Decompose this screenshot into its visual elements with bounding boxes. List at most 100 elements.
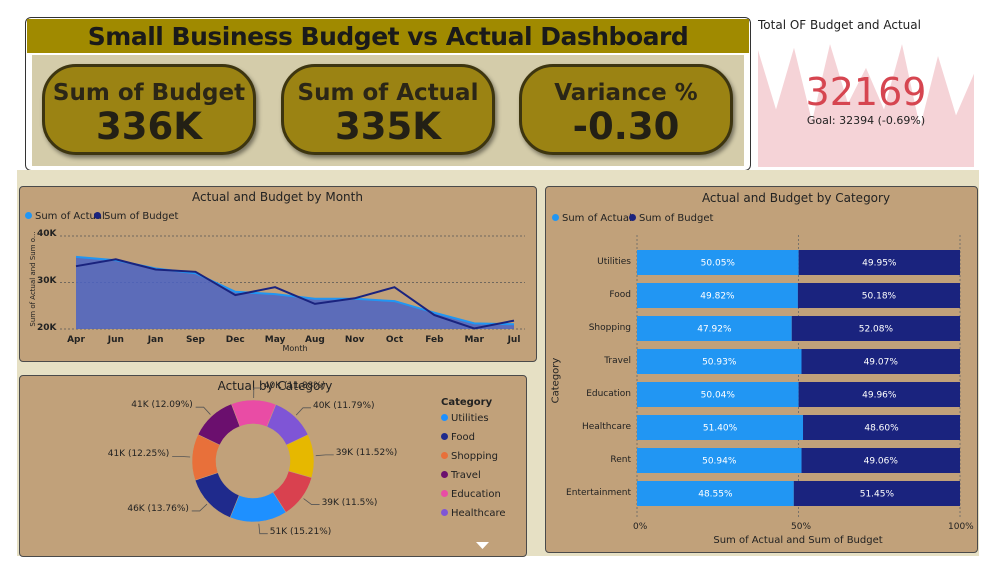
leader-line xyxy=(172,455,191,458)
donut-chart-panel[interactable]: Actual by Category 40K (11.79%) 39K (11.5… xyxy=(19,375,527,557)
x-tick-label: Nov xyxy=(345,335,365,345)
bar-budget xyxy=(803,415,960,440)
bar-actual xyxy=(637,415,804,440)
donut-slice xyxy=(231,399,277,428)
donut-data-label: 40K (11.79%) xyxy=(312,400,375,411)
x-tick-label: Jun xyxy=(107,335,124,345)
legend-dot-icon xyxy=(94,212,101,219)
donut-legend-utilities[interactable]: Utilities xyxy=(441,413,489,424)
legend-label: Sum of Actual xyxy=(35,211,105,222)
title-bar xyxy=(27,19,749,53)
legend-label: Sum of Actual xyxy=(562,213,632,224)
legend-dot-icon xyxy=(441,433,448,440)
month-legend-actual[interactable]: Sum of Actual xyxy=(25,211,105,222)
goal-card-value[interactable]: 32169 xyxy=(805,70,927,114)
bar-budget xyxy=(798,250,960,275)
bar-data-label: 52.08% xyxy=(859,325,894,335)
legend-dot-icon xyxy=(441,509,448,516)
category-tick-label: Entertainment xyxy=(566,488,631,498)
legend-dot-icon xyxy=(629,214,636,221)
leader-line xyxy=(191,503,208,512)
y-tick-label: 30K xyxy=(37,276,57,286)
bar-data-label: 47.92% xyxy=(697,325,732,335)
category-tick-label: Travel xyxy=(604,356,631,366)
bar-actual xyxy=(637,382,799,407)
bar-data-label: 51.40% xyxy=(703,424,738,434)
donut-legend-travel[interactable]: Travel xyxy=(441,470,481,481)
kpi-label: Sum of Budget xyxy=(52,80,246,106)
x-tick-label: 0% xyxy=(633,522,648,532)
series-budget-line xyxy=(75,258,515,330)
bar-data-label: 50.04% xyxy=(701,391,736,401)
category-tick-label: Healthcare xyxy=(581,422,631,432)
x-tick-label: Mar xyxy=(464,335,484,345)
kpi-card-actual[interactable]: Sum of Actual 335K xyxy=(281,64,495,155)
series-actual-area xyxy=(76,256,514,329)
donut-legend-food[interactable]: Food xyxy=(441,432,475,443)
leader-line xyxy=(253,387,262,399)
category-tick-label: Food xyxy=(609,290,631,300)
donut-data-label: 46K (13.76%) xyxy=(127,503,189,514)
category-tick-label: Shopping xyxy=(588,323,631,333)
leader-line xyxy=(295,407,311,416)
kpi-card-variance[interactable]: Variance % -0.30 xyxy=(519,64,733,155)
sparkline-area xyxy=(758,44,974,167)
legend-label: Healthcare xyxy=(451,508,506,519)
x-tick-label: 50% xyxy=(791,522,812,532)
month-chart-title: Actual and Budget by Month xyxy=(192,190,363,204)
category-tick-label: Rent xyxy=(610,455,631,465)
legend-label: Utilities xyxy=(451,413,489,424)
leader-line xyxy=(315,454,334,457)
donut-data-label: 40K (11.88%) xyxy=(263,381,326,391)
bar-data-label: 50.94% xyxy=(702,457,737,467)
kpi-card-budget[interactable]: Sum of Budget 336K xyxy=(42,64,256,155)
legend-label: Education xyxy=(451,489,501,500)
bar-budget xyxy=(791,316,960,341)
legend-dot-icon xyxy=(25,212,32,219)
leader-line xyxy=(303,498,320,505)
donut-legend-healthcare[interactable]: Healthcare xyxy=(441,508,506,519)
donut-data-label: 41K (12.09%) xyxy=(131,400,193,411)
category-legend-budget[interactable]: Sum of Budget xyxy=(629,213,713,224)
category-x-axis-title: Sum of Actual and Sum of Budget xyxy=(713,535,883,546)
month-legend-budget[interactable]: Sum of Budget xyxy=(94,211,178,222)
x-tick-label: Oct xyxy=(386,335,404,345)
y-tick-label: 40K xyxy=(37,229,57,239)
x-tick-label: Apr xyxy=(67,335,85,345)
legend-label: Sum of Budget xyxy=(104,211,179,222)
kpi-value: 335K xyxy=(335,105,441,148)
bar-data-label: 49.82% xyxy=(700,292,735,302)
bar-actual xyxy=(637,448,802,473)
bar-actual xyxy=(637,349,802,374)
bar-data-label: 50.05% xyxy=(701,259,736,269)
x-tick-label: Sep xyxy=(186,335,206,345)
donut-legend-title: Category xyxy=(441,397,493,408)
donut-legend-education[interactable]: Education xyxy=(441,489,501,500)
donut-data-label: 39K (11.5%) xyxy=(321,497,378,508)
kpi-value: -0.30 xyxy=(572,105,680,148)
bar-budget xyxy=(798,382,960,407)
bar-budget xyxy=(801,349,960,374)
x-tick-label: Dec xyxy=(226,335,245,345)
bar-budget xyxy=(797,283,960,308)
bar-data-label: 48.60% xyxy=(864,424,899,434)
goal-target-text: Goal: 32394 (-0.69%) xyxy=(806,114,926,127)
category-legend-actual[interactable]: Sum of Actual xyxy=(552,213,632,224)
category-chart-panel[interactable]: Actual and Budget by Category Sum of Act… xyxy=(545,186,978,553)
bar-data-label: 48.55% xyxy=(698,490,733,500)
x-tick-label: 100% xyxy=(948,522,974,532)
bar-actual xyxy=(637,250,799,275)
legend-dot-icon xyxy=(441,414,448,421)
bar-data-label: 49.06% xyxy=(864,457,899,467)
x-tick-label: Feb xyxy=(425,335,444,345)
chevron-down-icon[interactable] xyxy=(476,542,489,550)
month-chart-panel[interactable]: Actual and Budget by Month Sum of Actual… xyxy=(19,186,537,362)
legend-label: Food xyxy=(451,432,475,443)
donut-legend-shopping[interactable]: Shopping xyxy=(441,451,498,462)
donut-slice xyxy=(194,472,240,518)
kpi-label: Variance % xyxy=(554,80,698,106)
y-tick-label: 20K xyxy=(37,323,57,333)
legend-dot-icon xyxy=(552,214,559,221)
legend-dot-icon xyxy=(441,490,448,497)
category-chart-title: Actual and Budget by Category xyxy=(701,191,891,205)
